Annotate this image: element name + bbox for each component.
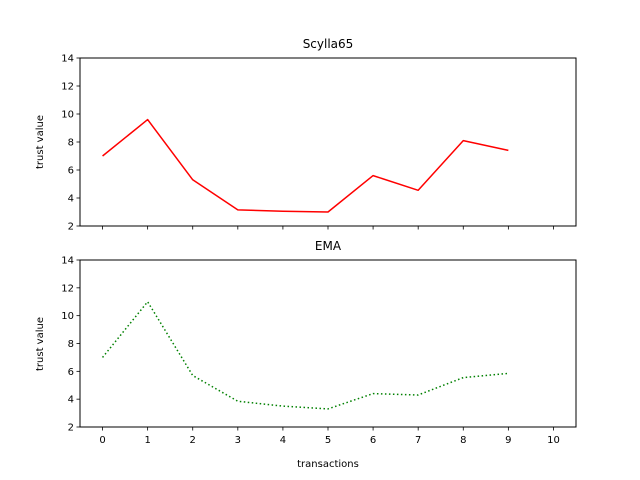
top-y-tick-label: 2	[68, 222, 74, 233]
bottom-x-tick-label: 1	[144, 435, 150, 446]
bottom-x-tick-label: 9	[505, 435, 511, 446]
bottom-x-tick-label: 6	[370, 435, 376, 446]
top-y-tick-label: 12	[61, 82, 74, 93]
bottom-series-line-0	[101, 301, 509, 410]
top-axes-frame	[79, 57, 577, 227]
bottom-x-tick-label: 4	[280, 435, 286, 446]
bottom-plot-area	[101, 301, 509, 410]
bottom-subplot: EMA trust value transactions 24681012140…	[35, 239, 577, 470]
bottom-y-tick-label: 12	[61, 283, 74, 294]
bottom-y-tick-label: 2	[68, 423, 74, 434]
bottom-x-tick-label: 2	[190, 435, 196, 446]
bottom-x-tick-label: 7	[415, 435, 421, 446]
bottom-y-tick-label: 14	[61, 256, 74, 267]
bottom-x-tick-label: 0	[99, 435, 105, 446]
top-y-tick-label: 10	[61, 110, 74, 121]
bottom-y-tick-label: 6	[68, 367, 74, 378]
top-y-tick-label: 6	[68, 166, 74, 177]
top-chart-title: Scylla65	[303, 37, 354, 51]
top-y-tick-label: 14	[61, 54, 74, 65]
top-series-line-0	[102, 118, 509, 213]
bottom-y-tick-label: 10	[61, 311, 74, 322]
bottom-x-tick-label: 3	[235, 435, 241, 446]
bottom-x-tick-label: 10	[547, 435, 560, 446]
top-y-tick-label: 4	[68, 194, 74, 205]
top-plot-area	[102, 118, 509, 213]
top-y-tick-label: 8	[68, 138, 74, 149]
bottom-y-axis-label: trust value	[35, 317, 46, 371]
bottom-axes-frame	[79, 259, 577, 428]
top-ticks: 2 4 6 8 10 12 14	[61, 54, 554, 233]
x-axis-label: transactions	[297, 459, 359, 470]
bottom-x-tick-label: 8	[460, 435, 466, 446]
bottom-chart-title: EMA	[315, 239, 342, 253]
bottom-y-tick-label: 4	[68, 395, 74, 406]
bottom-x-tick-label: 5	[325, 435, 331, 446]
top-y-axis-label: trust value	[35, 115, 46, 169]
top-subplot: Scylla65 trust value 2 4 6 8 10 12 14	[35, 37, 577, 233]
bottom-y-tick-label: 8	[68, 339, 74, 350]
